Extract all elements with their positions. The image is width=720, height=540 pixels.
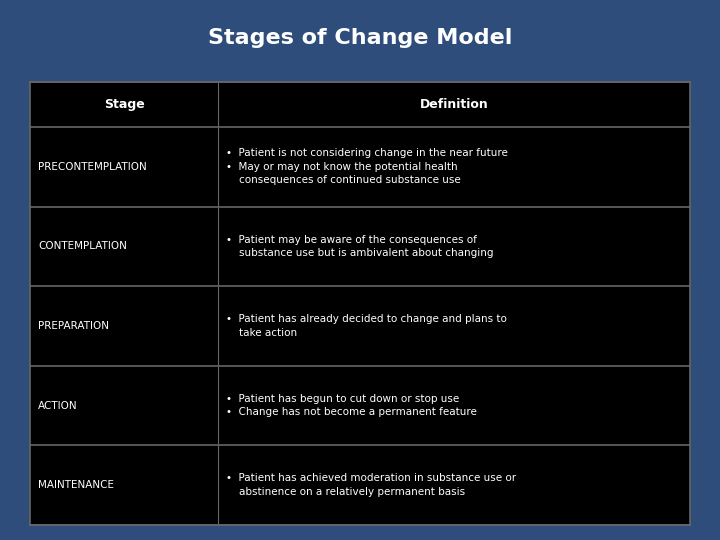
Text: •  Patient may be aware of the consequences of
    substance use but is ambivale: • Patient may be aware of the consequenc… [226, 234, 494, 258]
Text: •  Patient has begun to cut down or stop use
•  Change has not become a permanen: • Patient has begun to cut down or stop … [226, 394, 477, 417]
Text: ACTION: ACTION [38, 401, 78, 410]
Text: PRECONTEMPLATION: PRECONTEMPLATION [38, 162, 147, 172]
Text: PREPARATION: PREPARATION [38, 321, 109, 331]
Text: Stage: Stage [104, 98, 145, 111]
Text: MAINTENANCE: MAINTENANCE [38, 480, 114, 490]
Text: Stages of Change Model: Stages of Change Model [208, 28, 512, 48]
Text: •  Patient is not considering change in the near future
•  May or may not know t: • Patient is not considering change in t… [226, 148, 508, 185]
Text: •  Patient has already decided to change and plans to
    take action: • Patient has already decided to change … [226, 314, 507, 338]
Text: CONTEMPLATION: CONTEMPLATION [38, 241, 127, 252]
Text: Definition: Definition [420, 98, 488, 111]
Text: •  Patient has achieved moderation in substance use or
    abstinence on a relat: • Patient has achieved moderation in sub… [226, 474, 516, 497]
Bar [30, 82, 690, 525]
